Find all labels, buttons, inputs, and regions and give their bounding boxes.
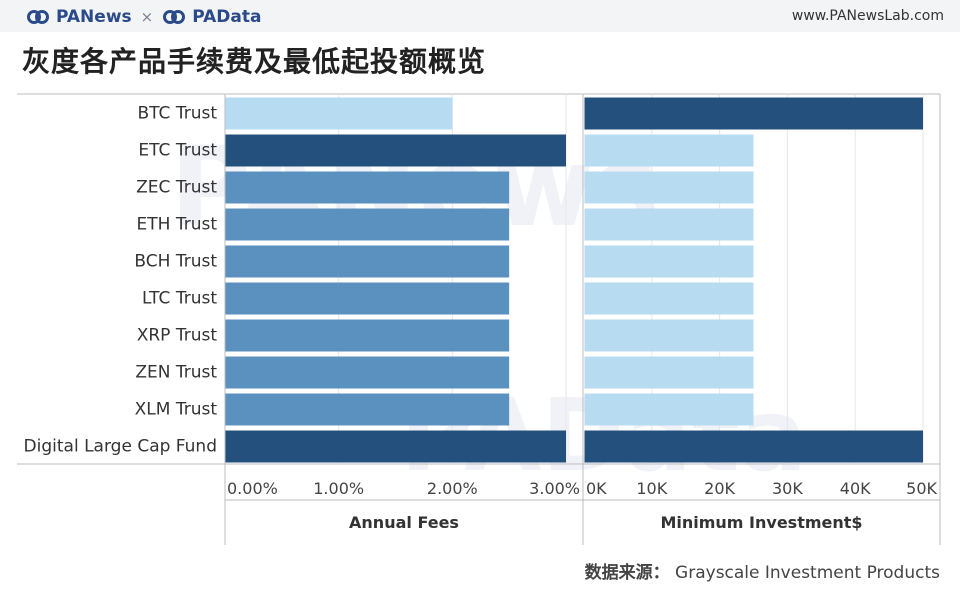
brand-left-name: PANews (56, 7, 132, 27)
bar-annual-fee (225, 319, 510, 352)
bar-min-investment (584, 393, 754, 426)
data-source-label: 数据来源： (584, 563, 670, 583)
category-label: BCH Trust (134, 252, 217, 272)
tick-label: 2.00% (427, 479, 478, 498)
category-label: ZEN Trust (135, 363, 217, 383)
axis-title: Annual Fees (349, 513, 459, 532)
tick-label: 0.00% (227, 479, 278, 498)
bar-annual-fee (225, 134, 566, 167)
tick-label: 40K (840, 479, 871, 498)
data-source: 数据来源： Grayscale Investment Products (585, 558, 940, 583)
bar-annual-fee (225, 393, 510, 426)
bar-annual-fee (225, 208, 510, 241)
category-label: ZEC Trust (136, 178, 217, 198)
tick-label: 30K (772, 479, 803, 498)
category-label: Digital Large Cap Fund (24, 437, 217, 457)
bar-annual-fee (225, 356, 510, 389)
page-title: 灰度各产品手续费及最低起投额概览 (22, 45, 487, 78)
bar-min-investment (584, 208, 754, 241)
category-label: XLM Trust (135, 400, 218, 420)
bar-min-investment (584, 282, 754, 315)
data-source-value: Grayscale Investment Products (675, 563, 940, 583)
brand-separator: × (140, 8, 154, 26)
brand-logos: PANews × PAData (26, 6, 261, 28)
panews-logo-icon (27, 10, 49, 24)
bar-min-investment (584, 171, 754, 204)
bar-min-investment (584, 430, 923, 463)
axis-title: Minimum Investment$ (660, 513, 862, 532)
category-label: ETC Trust (138, 141, 217, 161)
bar-min-investment (584, 97, 923, 130)
bar-min-investment (584, 319, 754, 352)
category-label: ETH Trust (137, 215, 218, 235)
bar-min-investment (584, 134, 754, 167)
bar-annual-fee (225, 97, 453, 130)
header-bar: PANews × PAData www.PANewsLab.com (0, 0, 960, 32)
tick-label: 20K (704, 479, 735, 498)
category-label: XRP Trust (137, 326, 218, 346)
padata-logo-icon (163, 10, 186, 24)
bar-annual-fee (225, 171, 510, 204)
tick-label: 50K (906, 479, 937, 498)
category-label: LTC Trust (142, 289, 217, 309)
site-url[interactable]: www.PANewsLab.com (791, 8, 944, 24)
bar-min-investment (584, 245, 754, 278)
tick-label: 0K (586, 479, 607, 498)
bar-annual-fee (225, 430, 566, 463)
category-label: BTC Trust (138, 104, 218, 124)
tick-label: 3.00% (529, 479, 580, 498)
bar-annual-fee (225, 245, 510, 278)
brand-right-name: PAData (192, 7, 262, 27)
tick-label: 1.00% (313, 479, 364, 498)
bar-annual-fee (225, 282, 510, 315)
tick-label: 10K (636, 479, 667, 498)
bar-min-investment (584, 356, 754, 389)
